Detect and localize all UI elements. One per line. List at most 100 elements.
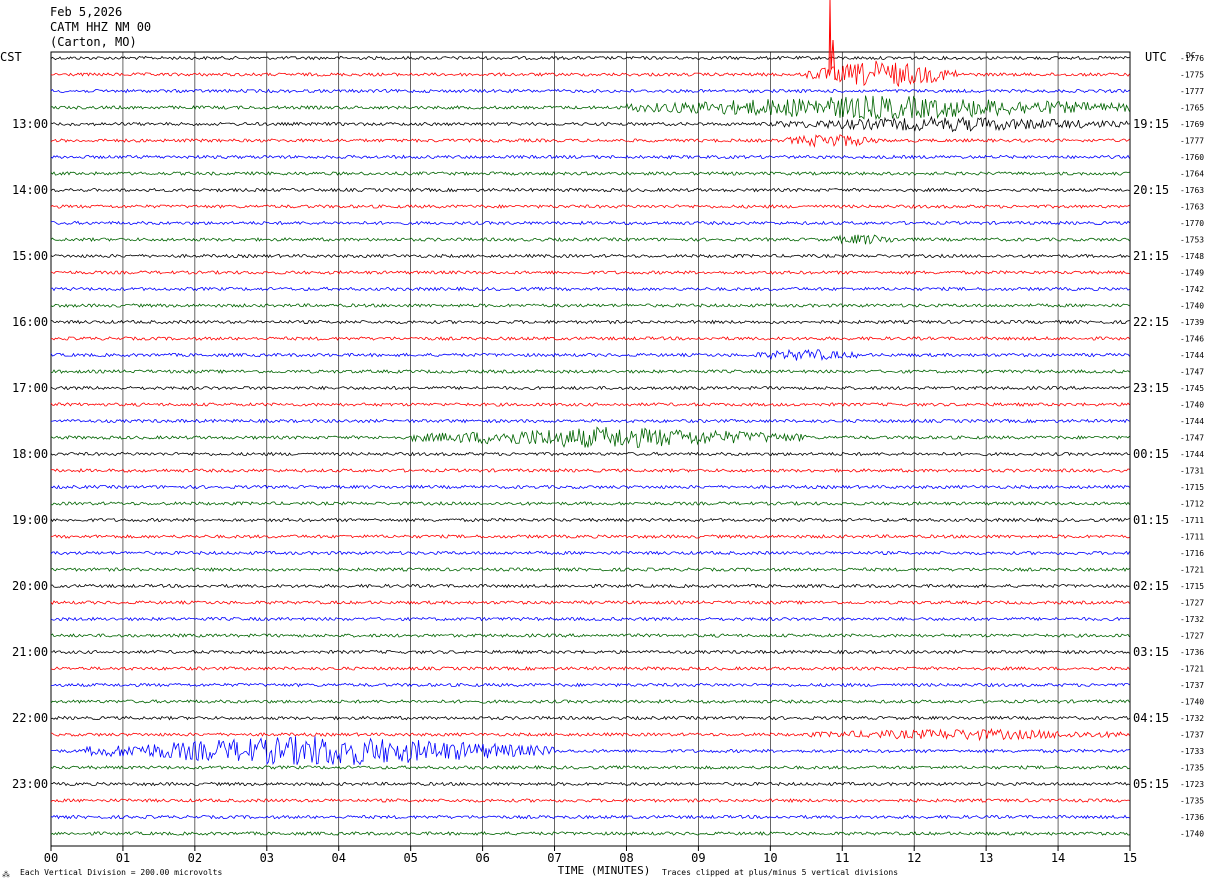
dc-offset-label: -1746 bbox=[1180, 335, 1204, 344]
trace-line bbox=[50, 600, 1130, 606]
x-tick-label: 02 bbox=[188, 851, 202, 865]
dc-offset-label: -1777 bbox=[1180, 137, 1204, 146]
trace-line bbox=[50, 220, 1130, 226]
dc-offset-label: -1716 bbox=[1180, 549, 1204, 558]
x-axis-ticks: 00 01 02 03 04 05 06 07 08 09 10 11 12 13 14 15 bbox=[44, 846, 1137, 865]
right-hour-label: 03:15 bbox=[1133, 645, 1169, 659]
right-hour-label: 00:15 bbox=[1133, 447, 1169, 461]
left-hour-label: 18:00 bbox=[12, 447, 48, 461]
trace-line bbox=[50, 369, 1130, 374]
trace-line bbox=[50, 253, 1130, 259]
dc-offset-label: -1731 bbox=[1180, 467, 1204, 476]
left-hour-label: 19:00 bbox=[12, 513, 48, 527]
dc-offset-label: -1739 bbox=[1180, 318, 1204, 327]
dc-offset-label: -1732 bbox=[1180, 714, 1204, 723]
trace-line bbox=[50, 727, 1130, 742]
dc-offset-label: -1745 bbox=[1180, 384, 1204, 393]
dc-offset-label: -1715 bbox=[1180, 483, 1204, 492]
trace-line bbox=[50, 814, 1130, 820]
dc-offset-label: -1765 bbox=[1180, 104, 1204, 113]
x-tick-label: 07 bbox=[547, 851, 561, 865]
trace-line bbox=[50, 154, 1130, 160]
x-tick-label: 12 bbox=[907, 851, 921, 865]
right-timezone-label: UTC bbox=[1145, 50, 1167, 64]
trace-line bbox=[50, 633, 1130, 638]
trace-line bbox=[51, 468, 1130, 473]
trace-line bbox=[51, 736, 1130, 766]
x-tick-label: 00 bbox=[44, 851, 58, 865]
trace-line bbox=[50, 451, 1130, 457]
trace-line bbox=[50, 319, 1130, 325]
vertical-division-note: Each Vertical Division = 200.00 microvol… bbox=[20, 868, 222, 877]
left-hour-label: 17:00 bbox=[12, 381, 48, 395]
trace-line bbox=[50, 171, 1130, 176]
x-tick-label: 10 bbox=[763, 851, 777, 865]
x-tick-label: 13 bbox=[979, 851, 993, 865]
trace-line bbox=[50, 348, 1130, 361]
dc-offset-label: -1760 bbox=[1180, 153, 1204, 162]
dc-offset-label: -1711 bbox=[1180, 516, 1204, 525]
trace-line bbox=[50, 187, 1130, 193]
trace-line bbox=[50, 234, 1130, 245]
dc-offset-label: -1740 bbox=[1180, 830, 1204, 839]
x-tick-label: 09 bbox=[691, 851, 705, 865]
trace-line bbox=[50, 765, 1130, 771]
trace-line bbox=[50, 534, 1130, 539]
trace-line bbox=[50, 134, 1130, 148]
left-hour-label: 15:00 bbox=[12, 249, 48, 263]
dc-offset-label: -1715 bbox=[1180, 582, 1204, 591]
trace-line bbox=[50, 269, 1130, 275]
dc-offset-label: -1748 bbox=[1180, 252, 1204, 261]
trace-line bbox=[50, 88, 1130, 94]
minute-gridlines bbox=[50, 52, 1131, 846]
right-hour-label: 20:15 bbox=[1133, 183, 1169, 197]
dc-offset-label: -1721 bbox=[1180, 665, 1204, 674]
trace-line bbox=[50, 402, 1130, 407]
x-tick-label: 06 bbox=[475, 851, 489, 865]
trace-line bbox=[50, 95, 1130, 121]
dc-offset-label: -1727 bbox=[1180, 632, 1204, 641]
right-hour-label: 23:15 bbox=[1133, 381, 1169, 395]
trace-line bbox=[50, 500, 1130, 506]
trace-line bbox=[50, 781, 1130, 787]
trace-line bbox=[50, 60, 1130, 87]
dc-offset-label: -1735 bbox=[1180, 797, 1204, 806]
right-hour-label: 02:15 bbox=[1133, 579, 1169, 593]
trace-line bbox=[50, 385, 1130, 391]
dc-offset-label: -1736 bbox=[1180, 648, 1204, 657]
trace-line bbox=[50, 616, 1130, 622]
trace-line bbox=[50, 550, 1130, 556]
x-tick-label: 04 bbox=[332, 851, 346, 865]
dc-offset-label: -1749 bbox=[1180, 269, 1204, 278]
dc-offset-label: -1776 bbox=[1180, 54, 1204, 63]
trace-line bbox=[51, 336, 1130, 341]
trace-line bbox=[50, 418, 1130, 424]
trace-line bbox=[50, 55, 1130, 61]
right-hour-label: 22:15 bbox=[1133, 315, 1169, 329]
dc-offset-label: -1747 bbox=[1180, 434, 1204, 443]
left-timezone-label: CST bbox=[0, 50, 22, 64]
x-axis-label: TIME (MINUTES) bbox=[558, 864, 651, 877]
plot-frame bbox=[50, 51, 1131, 847]
left-hour-label: 22:00 bbox=[12, 711, 48, 725]
x-tick-label: 05 bbox=[403, 851, 417, 865]
dc-offset-label: -1763 bbox=[1180, 203, 1204, 212]
trace-line bbox=[50, 699, 1130, 704]
dc-offset-label: -1742 bbox=[1180, 285, 1204, 294]
dc-offset-label: -1747 bbox=[1180, 368, 1204, 377]
dc-offset-label: -1753 bbox=[1180, 236, 1204, 245]
dc-offset-label: -1744 bbox=[1180, 351, 1204, 360]
trace-line bbox=[50, 286, 1130, 292]
dc-offset-label: -1712 bbox=[1180, 500, 1204, 509]
trace-line bbox=[50, 204, 1130, 209]
date-label: Feb 5,2026 bbox=[50, 5, 122, 19]
dc-offset-label: -1735 bbox=[1180, 764, 1204, 773]
dc-offset-label: -1721 bbox=[1180, 566, 1204, 575]
left-hour-labels: 13:00 14:00 15:00 16:00 17:00 18:00 19:00 20:00… bbox=[12, 117, 48, 791]
dc-offset-label: -1777 bbox=[1180, 87, 1204, 96]
dc-offset-label: -1740 bbox=[1180, 302, 1204, 311]
x-tick-label: 11 bbox=[835, 851, 849, 865]
trace-line bbox=[50, 567, 1130, 572]
right-hour-label: 01:15 bbox=[1133, 513, 1169, 527]
